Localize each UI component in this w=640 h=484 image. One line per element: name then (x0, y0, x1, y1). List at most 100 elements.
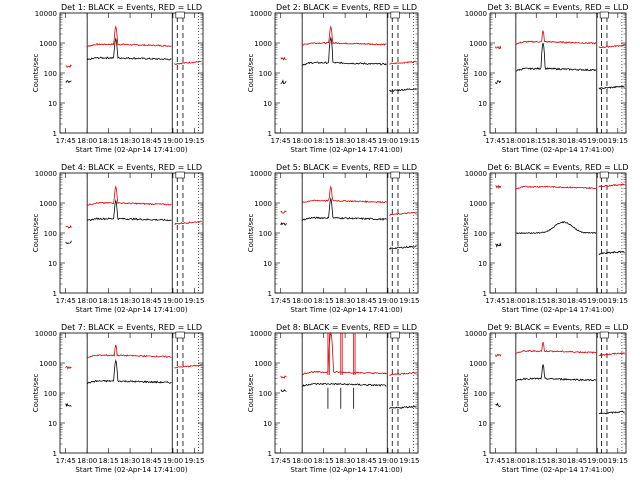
y-axis-label: Counts/sec (462, 214, 470, 253)
y-tick-label: 1 (268, 450, 272, 458)
panel-title: Det 9: BLACK = Events, RED = LLD (488, 323, 629, 332)
x-tick-label: 18:45 (567, 457, 587, 465)
y-tick-label: 1 (483, 130, 487, 138)
lld-series-main (87, 344, 172, 359)
marker-box (390, 11, 400, 19)
x-tick-label: 18:45 (141, 137, 161, 145)
x-axis-label: Start Time (02-Apr-14 17:41:00) (290, 306, 402, 314)
x-tick-label: 19:15 (184, 457, 204, 465)
y-tick-label: 1000 (254, 200, 272, 208)
x-axis-label: Start Time (02-Apr-14 17:41:00) (502, 146, 614, 154)
y-tick-label: 10 (48, 100, 57, 108)
lld-series-main (301, 331, 387, 375)
x-tick-label: 19:15 (399, 457, 419, 465)
x-tick-label: 19:00 (163, 297, 183, 305)
panel-title: Det 4: BLACK = Events, RED = LLD (61, 163, 202, 172)
lld-series-main (87, 25, 172, 47)
y-tick-label: 1000 (39, 200, 57, 208)
x-tick-label: 18:00 (506, 297, 526, 305)
x-tick-label: 17:45 (271, 297, 291, 305)
y-tick-label: 10000 (465, 330, 487, 338)
events-series-main (87, 199, 172, 222)
y-tick-label: 1000 (469, 40, 487, 48)
events-series-post (598, 410, 625, 415)
plot-frame (274, 332, 419, 454)
x-tick-label: 19:00 (378, 137, 398, 145)
panel-9 (489, 331, 627, 454)
lld-series-post (389, 60, 417, 65)
x-tick-label: 18:45 (356, 457, 376, 465)
x-tick-label: 18:30 (120, 297, 140, 305)
x-tick-label: 18:15 (526, 137, 546, 145)
events-series-pre (495, 402, 502, 407)
lld-series-pre (65, 225, 72, 229)
x-tick-label: 17:45 (485, 457, 505, 465)
plot-frame (59, 172, 204, 294)
panel-5 (274, 171, 419, 294)
lld-series-pre (280, 56, 287, 61)
events-series-post (389, 88, 417, 93)
y-tick-label: 10000 (465, 10, 487, 18)
lld-series-post (389, 212, 417, 216)
lld-series-pre (495, 184, 502, 190)
y-tick-label: 10 (478, 100, 487, 108)
events-series-pre (280, 79, 287, 84)
events-series-main (515, 42, 597, 72)
lld-series-post (389, 371, 417, 376)
x-tick-label: 18:30 (547, 457, 567, 465)
x-tick-label: 18:15 (526, 297, 546, 305)
panel-1 (59, 11, 204, 134)
y-tick-label: 1 (53, 130, 57, 138)
y-tick-label: 1 (53, 450, 57, 458)
x-tick-label: 18:45 (567, 297, 587, 305)
y-tick-label: 10000 (35, 330, 57, 338)
x-tick-label: 18:15 (526, 457, 546, 465)
x-axis-label: Start Time (02-Apr-14 17:41:00) (290, 146, 402, 154)
x-tick-label: 18:00 (292, 297, 312, 305)
x-tick-label: 19:15 (608, 137, 628, 145)
y-tick-label: 10000 (35, 170, 57, 178)
x-tick-label: 18:15 (99, 137, 119, 145)
marker-box (599, 11, 609, 19)
events-series-main (302, 382, 387, 387)
y-axis-label: Counts/sec (462, 374, 470, 413)
x-tick-label: 17:45 (56, 457, 76, 465)
y-tick-label: 10 (263, 420, 272, 428)
panel-7 (59, 331, 204, 454)
lld-series-main (301, 185, 387, 204)
x-tick-label: 18:00 (77, 137, 97, 145)
y-tick-label: 100 (44, 390, 57, 398)
x-tick-label: 17:45 (271, 457, 291, 465)
x-tick-label: 18:00 (77, 297, 97, 305)
y-tick-label: 1 (53, 290, 57, 298)
lld-series-pre (495, 353, 502, 358)
events-series-main (86, 359, 172, 385)
y-tick-label: 10000 (250, 10, 272, 18)
y-tick-label: 1000 (39, 40, 57, 48)
marker-box (175, 171, 185, 179)
y-axis-label: Counts/sec (32, 374, 40, 413)
y-tick-label: 10 (263, 100, 272, 108)
y-tick-label: 10 (478, 420, 487, 428)
x-tick-label: 19:15 (608, 297, 628, 305)
panel-8 (274, 331, 419, 454)
lld-series-pre (495, 45, 502, 50)
x-tick-label: 19:15 (399, 137, 419, 145)
events-series-pre (65, 240, 72, 244)
panel-title: Det 5: BLACK = Events, RED = LLD (276, 163, 417, 172)
y-tick-label: 100 (259, 230, 272, 238)
plot-frame (274, 172, 419, 294)
panel-3 (489, 11, 627, 134)
lld-series-pre (65, 64, 72, 69)
x-axis-label: Start Time (02-Apr-14 17:41:00) (502, 306, 614, 314)
lld-series-pre (280, 210, 287, 214)
x-tick-label: 18:30 (547, 137, 567, 145)
y-tick-label: 1 (268, 130, 272, 138)
x-axis-label: Start Time (02-Apr-14 17:41:00) (290, 466, 402, 474)
x-tick-label: 17:45 (485, 137, 505, 145)
x-axis-label: Start Time (02-Apr-14 17:41:00) (75, 146, 187, 154)
events-series-post (598, 85, 625, 90)
y-tick-label: 10000 (35, 10, 57, 18)
